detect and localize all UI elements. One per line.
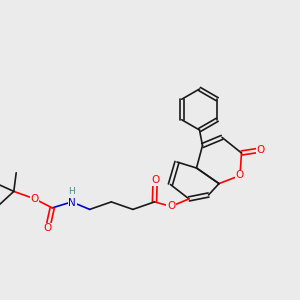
- Text: O: O: [151, 175, 159, 185]
- Text: O: O: [236, 170, 244, 181]
- Text: H: H: [68, 187, 75, 196]
- Text: O: O: [31, 194, 39, 204]
- Text: O: O: [257, 145, 265, 155]
- Text: O: O: [44, 223, 52, 233]
- Text: O: O: [167, 201, 175, 212]
- Text: N: N: [68, 198, 76, 208]
